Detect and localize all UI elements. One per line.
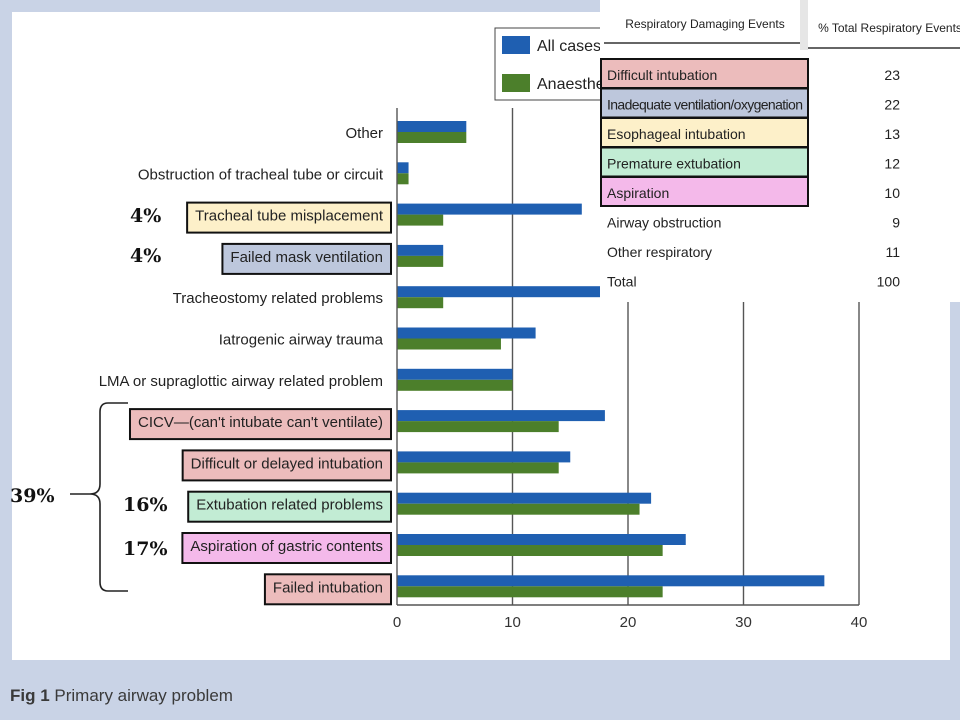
category-label: Tracheostomy related problems: [173, 290, 383, 307]
table-row-value: 22: [884, 97, 900, 113]
table-row-highlight-magenta: [600, 176, 809, 207]
table-edge: [850, 298, 960, 302]
tick-label: 10: [504, 614, 521, 631]
category-labels: Other Obstruction of tracheal tube or cir…: [99, 125, 384, 596]
bar-anaesthe: [397, 173, 409, 185]
bar-anaesthe: [397, 132, 467, 143]
table-row-value: 9: [892, 215, 900, 231]
table-row-value: 11: [885, 244, 900, 260]
x-axis: 0 10 20 30 40: [393, 108, 868, 631]
table-row-label: Other respiratory: [607, 244, 712, 260]
bar-all-cases: [397, 575, 825, 587]
label-highlight-magenta: [181, 532, 392, 564]
table-row-value: 12: [884, 156, 900, 172]
table-row-label: Inadequate ventilation/oxygenation: [607, 97, 803, 113]
bar-all-cases: [397, 162, 409, 174]
bar-all-cases: [397, 534, 686, 545]
table-row-label: Premature extubation: [607, 156, 741, 172]
category-label: Other: [345, 125, 383, 142]
percent-mask-ventilation: 4%: [130, 245, 161, 267]
label-highlight-yellow: [186, 201, 392, 234]
bar-all-cases: [397, 244, 444, 256]
percent-aspiration: 17%: [123, 538, 168, 560]
table-row-label: Total: [607, 274, 637, 290]
bar-anaesthe: [397, 338, 501, 350]
bar-anaesthe: [397, 503, 640, 515]
bar-all-cases: [397, 451, 571, 463]
tick-label: 20: [620, 614, 637, 631]
category-label: Obstruction of tracheal tube or circuit: [138, 166, 384, 183]
percent-group-total: 39%: [10, 485, 55, 507]
legend-swatch-anaes: [502, 74, 530, 92]
tick-label: 40: [851, 614, 868, 631]
legend-label-anaes: Anaesthe: [537, 76, 605, 93]
label-highlight-green: [187, 490, 392, 523]
table-row-label: Airway obstruction: [607, 215, 721, 231]
category-label: CICV—(can't intubate can't ventilate): [138, 414, 383, 431]
table-header-left: Respiratory Damaging Events: [625, 17, 784, 31]
label-highlights: [128, 201, 392, 606]
table-row-value: 100: [877, 274, 901, 290]
category-label: Tracheal tube misplacement: [195, 208, 384, 225]
caption-fig: Fig 1: [10, 686, 50, 705]
table-row-value: 10: [884, 185, 900, 201]
bar-anaesthe: [397, 545, 663, 556]
label-highlight-pink: [128, 408, 392, 441]
bar-anaesthe: [397, 586, 663, 598]
category-label: Extubation related problems: [196, 497, 383, 514]
bar-all-cases: [397, 410, 605, 422]
table-row-value: 23: [884, 67, 900, 83]
category-label: Failed mask ventilation: [230, 249, 383, 266]
table-row-highlight-blue: [600, 87, 809, 119]
label-highlight-pink: [263, 573, 392, 606]
bar-anaesthe: [397, 379, 513, 391]
table-row-label: Difficult intubation: [607, 67, 717, 83]
table-header-right: % Total Respiratory Events: [818, 21, 960, 35]
bar-anaesthe: [397, 214, 444, 226]
bar-all-cases: [397, 203, 582, 215]
category-label: LMA or supraglottic airway related probl…: [99, 373, 383, 390]
bar-all-cases: [397, 286, 605, 298]
bar-all-cases: [397, 492, 652, 504]
bar-anaesthe: [397, 297, 444, 309]
bar-all-cases: [397, 368, 513, 380]
category-label: Difficult or delayed intubation: [191, 455, 383, 472]
table-row-highlight-yellow: [600, 117, 809, 148]
bar-all-cases: [397, 327, 536, 339]
bars: [397, 121, 825, 598]
caption-text: Primary airway problem: [54, 686, 233, 705]
percent-extubation: 16%: [123, 494, 168, 516]
figure-caption: Fig 1 Primary airway problem: [10, 686, 233, 706]
category-label: Iatrogenic airway trauma: [219, 332, 384, 349]
tick-label: 0: [393, 614, 401, 631]
bar-all-cases: [397, 121, 467, 132]
table-row-highlight-green: [600, 146, 809, 178]
bar-anaesthe: [397, 421, 559, 433]
respiratory-events-table: Respiratory Damaging Events % Total Respi…: [600, 0, 960, 302]
label-highlight-blue: [221, 242, 392, 275]
category-label: Aspiration of gastric contents: [190, 538, 383, 555]
percent-tube-misplacement: 4%: [130, 205, 161, 227]
table-row-value: 13: [884, 126, 900, 142]
group-brace: [70, 402, 128, 592]
legend: All cases Anaesthe: [494, 27, 606, 101]
tick-label: 30: [735, 614, 752, 631]
bar-anaesthe: [397, 462, 559, 474]
table-row-label: Aspiration: [607, 185, 669, 201]
legend-swatch-all: [502, 36, 530, 54]
table-gap: [800, 0, 808, 50]
bar-anaesthe: [397, 255, 444, 267]
table-row-label: Esophageal intubation: [607, 126, 746, 142]
table-row-highlight-pink: [600, 58, 809, 89]
legend-label-all: All cases: [537, 38, 601, 55]
annotations: 4% 4% 39% 16% 17%: [10, 205, 168, 592]
label-highlight-pink: [181, 449, 392, 482]
category-label: Failed intubation: [273, 579, 383, 596]
